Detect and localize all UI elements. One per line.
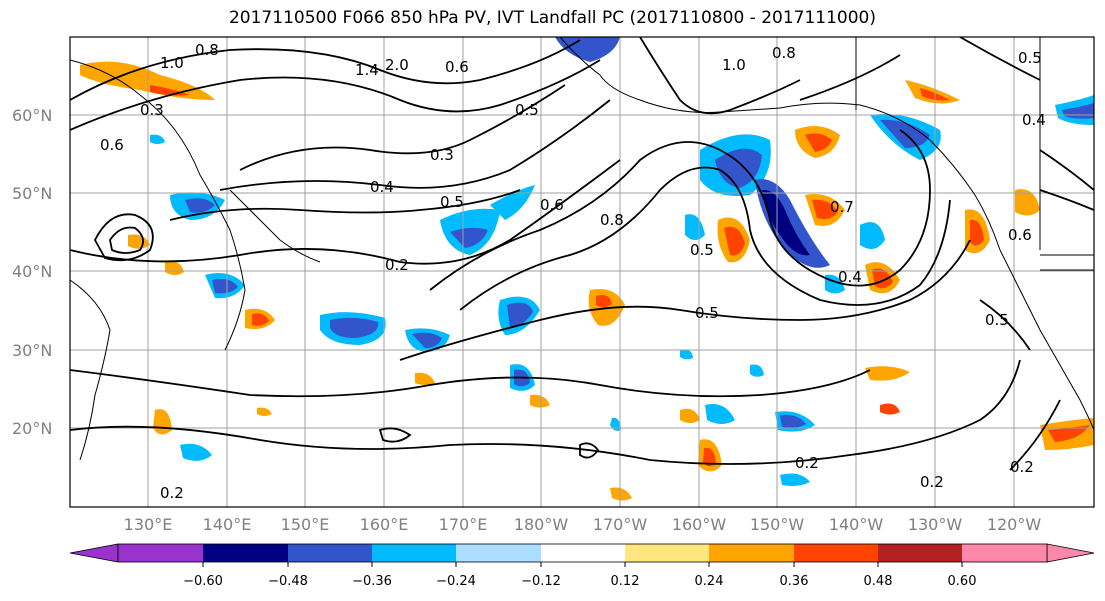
- colorbar-tick-label: −0.60: [183, 574, 223, 589]
- contour-label: 0.5: [1018, 49, 1042, 67]
- lat-label: 30°N: [12, 341, 52, 360]
- colorbar-swatch: [878, 544, 962, 562]
- contour-label: 0.4: [838, 268, 862, 286]
- colorbar-swatch: [118, 544, 203, 562]
- contour-label: 0.5: [985, 311, 1009, 329]
- contour-label: 0.3: [140, 101, 164, 119]
- lon-label: 180°W: [514, 515, 569, 534]
- colorbar-tick-label: 0.24: [695, 574, 724, 589]
- pv-contours: [70, 37, 1094, 471]
- colorbar-tick-label: 0.48: [864, 574, 893, 589]
- colorbar-labels: −0.60 −0.48 −0.36 −0.24 −0.12 0.12 0.24 …: [183, 574, 976, 589]
- contour-label: 0.6: [1008, 226, 1032, 244]
- contour-label: 1.0: [722, 56, 746, 74]
- lon-label: 130°W: [908, 515, 963, 534]
- lon-label: 120°W: [987, 515, 1042, 534]
- colorbar-tick-label: 0.12: [611, 574, 640, 589]
- contour-labels: 1.0 0.8 1.4 2.0 0.6 1.0 0.8 0.5 0.6 0.3 …: [100, 41, 1046, 502]
- colorbar-swatch: [709, 544, 794, 562]
- contour-label: 0.2: [795, 454, 819, 472]
- colorbar-swatch: [456, 544, 541, 562]
- contour-label: 0.6: [540, 196, 564, 214]
- graticule: [70, 37, 1094, 507]
- latitude-labels: 60°N 50°N 40°N 30°N 20°N: [12, 106, 52, 438]
- colorbar-swatches: [69, 543, 1095, 563]
- pv-shading: [80, 37, 1094, 501]
- lat-label: 20°N: [12, 419, 52, 438]
- contour-label: 0.2: [920, 473, 944, 491]
- colorbar-extend-low: [69, 543, 119, 563]
- colorbar-extend-high: [1046, 543, 1095, 563]
- contour-label: 1.4: [355, 61, 379, 79]
- colorbar: −0.60 −0.48 −0.36 −0.24 −0.12 0.12 0.24 …: [69, 543, 1095, 589]
- contour-label: 0.6: [100, 136, 124, 154]
- colorbar-tick-label: 0.60: [948, 574, 977, 589]
- contour-label: 1.0: [160, 54, 184, 72]
- colorbar-swatch: [372, 544, 456, 562]
- colorbar-tick-label: 0.36: [780, 574, 809, 589]
- contour-label: 0.8: [772, 44, 796, 62]
- contour-label: 0.8: [600, 211, 624, 229]
- lat-label: 60°N: [12, 106, 52, 125]
- contour-label: 0.5: [440, 193, 464, 211]
- map-frame: [69, 36, 1095, 508]
- lon-label: 150°W: [750, 515, 805, 534]
- contour-label: 0.2: [385, 256, 409, 274]
- lon-label: 160°W: [672, 515, 727, 534]
- lat-label: 40°N: [12, 262, 52, 281]
- colorbar-swatch: [541, 544, 625, 562]
- lon-label: 160°E: [360, 515, 409, 534]
- contour-label: 0.3: [430, 146, 454, 164]
- colorbar-tick-label: −0.36: [352, 574, 392, 589]
- colorbar-swatch: [794, 544, 878, 562]
- lat-label: 50°N: [12, 184, 52, 203]
- colorbar-swatch: [203, 544, 288, 562]
- contour-label: 0.7: [830, 198, 854, 216]
- colorbar-tick-label: −0.12: [521, 574, 561, 589]
- contour-label: 0.5: [515, 101, 539, 119]
- lon-label: 140°E: [203, 515, 252, 534]
- lon-label: 150°E: [281, 515, 330, 534]
- colorbar-ticks: [202, 562, 963, 567]
- colorbar-swatch: [625, 544, 709, 562]
- contour-label: 0.5: [690, 241, 714, 259]
- colorbar-swatch: [962, 544, 1047, 562]
- lon-label: 130°E: [124, 515, 173, 534]
- colorbar-outline: [117, 543, 1048, 563]
- contour-label: 0.2: [1010, 458, 1034, 476]
- map-title: 2017110500 F066 850 hPa PV, IVT Landfall…: [228, 8, 876, 28]
- colorbar-tick-label: −0.48: [268, 574, 308, 589]
- lon-label: 170°E: [439, 515, 488, 534]
- contour-label: 0.8: [195, 41, 219, 59]
- contour-label: 0.4: [1022, 111, 1046, 129]
- longitude-labels: 130°E 140°E 150°E 160°E 170°E 180°W 170°…: [124, 515, 1042, 534]
- lon-label: 140°W: [829, 515, 884, 534]
- lon-label: 170°W: [593, 515, 648, 534]
- contour-label: 0.5: [695, 304, 719, 322]
- contour-label: 0.2: [160, 484, 184, 502]
- colorbar-swatch: [288, 544, 372, 562]
- contour-label: 0.6: [445, 58, 469, 76]
- contour-label: 2.0: [385, 56, 409, 74]
- contour-label: 0.4: [370, 178, 394, 196]
- colorbar-tick-label: −0.24: [436, 574, 476, 589]
